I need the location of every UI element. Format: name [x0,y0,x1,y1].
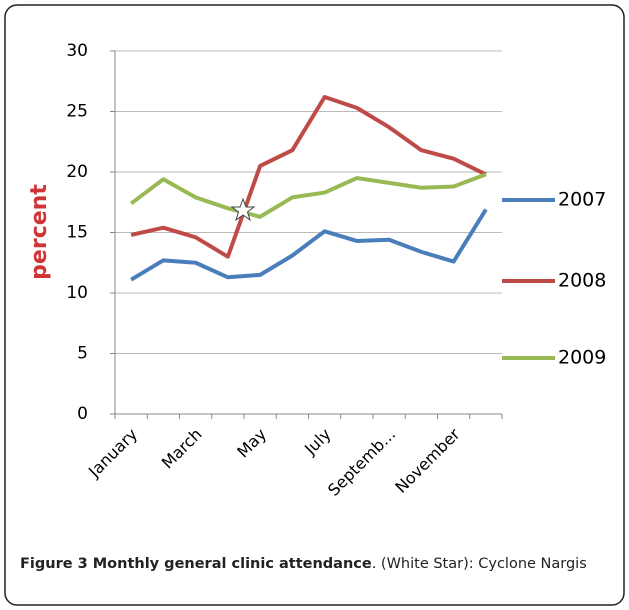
caption-label: Figure 3 Monthly general clinic attendan… [20,556,372,572]
cyclone-star [230,197,256,222]
y-axis-label: percent [27,184,52,280]
y-tick-label: 20 [66,162,88,182]
caption-text: . (White Star): Cyclone Nargis [371,556,587,572]
caption: Figure 3 Monthly general clinic attendan… [20,553,610,576]
x-tick-label: November [391,424,464,497]
series-line [130,94,487,259]
x-tick-label: Septemb... [324,425,399,500]
legend-label: 2009 [558,347,606,369]
y-tick-label: 25 [66,102,88,122]
series-line [130,208,488,282]
y-tick-label: 15 [66,223,88,243]
x-tick-label: March [158,425,206,473]
x-tick-label: May [233,425,270,462]
frame [4,4,625,606]
y-tick-label: 5 [77,344,88,364]
legend-label: 2007 [558,189,606,211]
y-tick-label: 0 [77,404,88,424]
series-line [129,172,487,219]
x-tick-label: January [84,425,141,482]
legend-label: 2008 [558,270,606,292]
x-tick-label: July [300,425,334,459]
y-tick-label: 30 [66,41,88,61]
y-tick-label: 10 [66,283,88,303]
